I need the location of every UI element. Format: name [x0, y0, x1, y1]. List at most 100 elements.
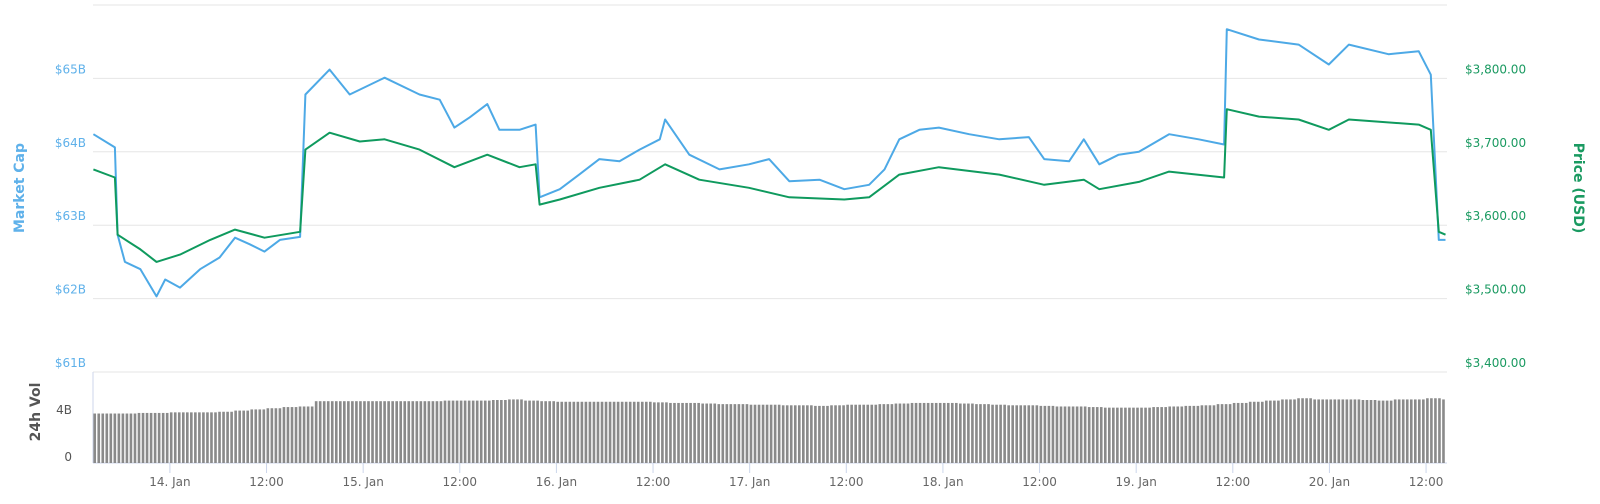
volume-bar [1285, 399, 1288, 463]
volume-bar [757, 404, 761, 463]
volume-bar [1297, 398, 1300, 463]
right-axis-tick-label: $3,700.00 [1465, 136, 1526, 150]
volume-bar [270, 408, 274, 463]
axis-ticks: $61B $62B $63B $64B $65B $3,400.00 $3,500.00 $3… [55, 62, 1526, 489]
market-cap-line [92, 28, 1446, 298]
volume-bar [463, 400, 467, 463]
volume-bar [785, 405, 789, 463]
volume-bar [669, 402, 672, 463]
volume-bar [733, 404, 737, 463]
volume-bar [862, 404, 866, 463]
volume-bar [552, 401, 556, 463]
volume-bar [290, 407, 294, 463]
volume-bar [987, 404, 990, 463]
volume-bar [524, 400, 527, 463]
volume-bar [600, 401, 604, 463]
volume-bar [375, 401, 378, 463]
left-axis-tick-label: $64B [55, 136, 86, 150]
left-axis-tick-label: $62B [55, 283, 86, 297]
volume-bar [1333, 399, 1337, 463]
volume-bar [789, 405, 793, 463]
volume-bar [959, 403, 962, 463]
volume-bar [1035, 405, 1039, 463]
volume-bar [246, 410, 250, 463]
volume-bar [1422, 399, 1425, 463]
volume-bar [234, 410, 237, 463]
gridlines [92, 4, 1447, 473]
volume-bar [1039, 405, 1043, 463]
volume-bar [242, 410, 245, 463]
volume-bar [938, 402, 942, 463]
volume-bar [347, 401, 350, 463]
volume-bar [355, 401, 358, 463]
volume-bar [983, 404, 986, 463]
volume-bar [383, 401, 386, 463]
volume-bar [946, 402, 950, 463]
volume-bar [278, 408, 282, 463]
volume-bar [842, 405, 845, 463]
volume-bar [975, 404, 978, 463]
volume-bar [838, 405, 841, 463]
volume-bar [749, 404, 753, 463]
volume-bar [338, 401, 342, 463]
volume-bar [781, 405, 785, 463]
volume-bar [1112, 407, 1115, 463]
volume-bar [665, 402, 668, 463]
volume-bar [455, 400, 459, 463]
volume-bar [580, 401, 584, 463]
volume-bar [1224, 404, 1228, 463]
volume-bar [141, 412, 145, 463]
volume-bar [737, 404, 741, 463]
volume-bar [1132, 407, 1135, 463]
volume-bar [1248, 401, 1252, 463]
volume-bar [1031, 405, 1035, 463]
volume-bar [1063, 406, 1067, 463]
volume-bar [870, 404, 874, 463]
volume-bar [487, 400, 491, 463]
volume-bar [1369, 400, 1373, 463]
x-axis-tick-label: 17. Jan [729, 475, 770, 489]
volume-bar [632, 401, 636, 463]
volume-bar [999, 404, 1002, 463]
volume-bar [97, 413, 101, 463]
right-axis-title: Price (USD) [1570, 143, 1586, 234]
volume-bar [254, 409, 258, 463]
volume-bar [636, 401, 640, 463]
volume-bar [673, 402, 676, 463]
volume-bar [878, 404, 882, 463]
volume-bar [363, 401, 366, 463]
volume-bar [1007, 405, 1010, 463]
volume-bar [1180, 406, 1184, 463]
volume-bar [403, 401, 407, 463]
volume-bar [657, 402, 660, 463]
volume-bar [145, 412, 149, 463]
volume-bar [226, 411, 229, 463]
volume-bar [1393, 399, 1397, 463]
volume-bar [548, 401, 551, 463]
volume-bar [1401, 399, 1405, 463]
volume-bar [1325, 399, 1329, 463]
x-axis-tick-label: 18. Jan [922, 475, 963, 489]
volume-bar [1373, 400, 1377, 463]
volume-bar [1273, 400, 1276, 463]
volume-bar [644, 401, 648, 463]
volume-bar [1172, 406, 1176, 463]
volume-bar [536, 400, 539, 463]
volume-bar [198, 412, 201, 463]
volume-bar [709, 403, 713, 463]
volume-bar [612, 401, 616, 463]
volume-bar [1011, 405, 1014, 463]
volume-bar [882, 404, 886, 463]
volume-bar [169, 412, 173, 463]
volume-bar [608, 401, 612, 463]
volume-bar [1377, 400, 1381, 463]
volume-bar [890, 404, 894, 463]
volume-bar [753, 404, 757, 463]
volume-bar [1196, 405, 1200, 463]
x-axis-tick-label: 12:00 [829, 475, 864, 489]
volume-bar [359, 401, 362, 463]
volume-bar [979, 404, 982, 463]
volume-bar [1430, 398, 1433, 463]
volume-bar [407, 401, 411, 463]
volume-bar [616, 401, 620, 463]
